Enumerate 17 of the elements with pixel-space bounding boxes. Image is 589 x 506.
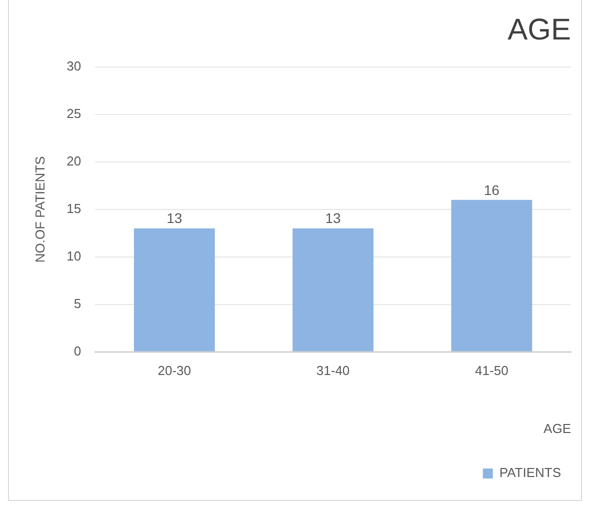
legend-label: PATIENTS (499, 465, 562, 480)
x-tick-label: 41-50 (475, 363, 508, 378)
y-tick-label: 15 (66, 200, 82, 216)
x-tick-label: 31-40 (316, 363, 350, 378)
data-label: 13 (325, 210, 342, 226)
y-tick-label: 25 (66, 106, 82, 122)
x-axis-title: AGE (544, 420, 572, 436)
y-tick-label: 30 (66, 58, 82, 74)
chart-title: AGE (508, 13, 571, 46)
y-tick-label: 0 (74, 343, 82, 358)
y-tick-label: 10 (66, 248, 82, 264)
x-tick-label: 20-30 (158, 363, 192, 378)
y-tick-label: 5 (74, 296, 82, 311)
data-label: 13 (166, 210, 182, 226)
y-tick-label: 20 (66, 154, 82, 169)
y-axis-title: NO.OF PATIENTS (32, 156, 48, 263)
data-label: 16 (484, 182, 500, 198)
